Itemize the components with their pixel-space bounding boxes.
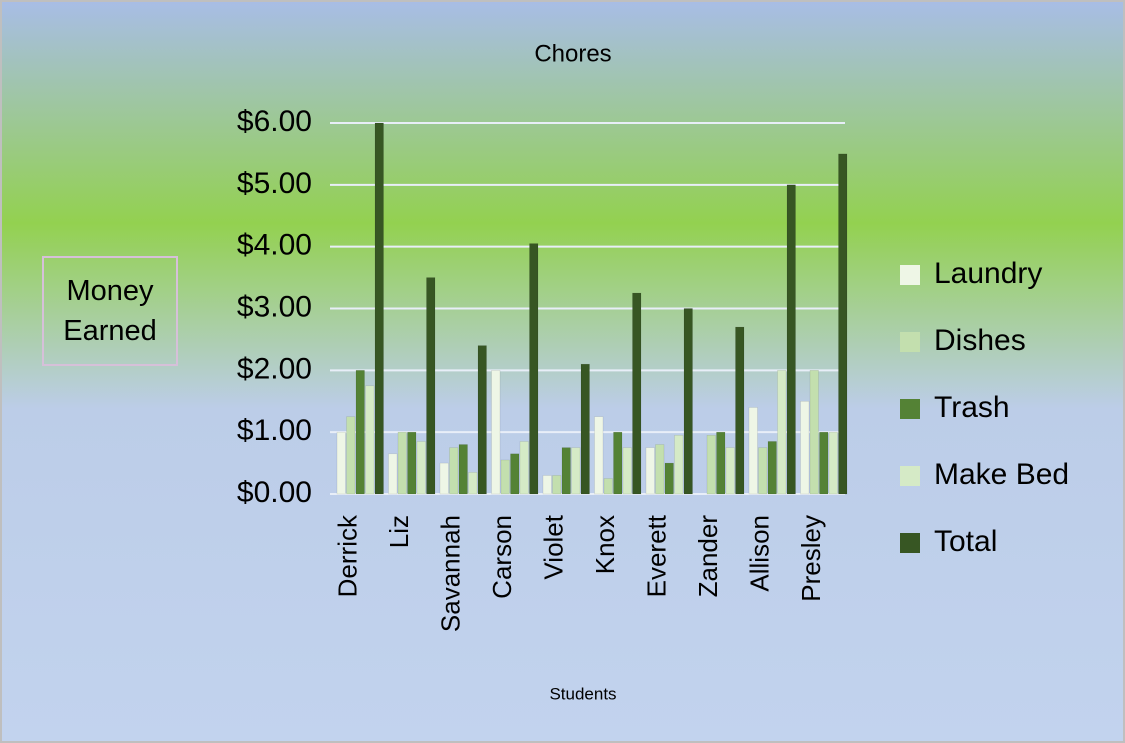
x-tick-label: Presley	[796, 515, 826, 602]
bar	[706, 435, 716, 495]
legend-swatch	[900, 533, 920, 553]
legend-swatch	[900, 265, 920, 285]
bar	[828, 431, 838, 495]
x-axis-title: Students	[549, 684, 616, 703]
x-tick-label: Knox	[590, 515, 620, 574]
bar	[374, 122, 384, 495]
bar	[594, 416, 604, 495]
x-tick-label: Everett	[642, 514, 672, 597]
bar	[426, 277, 436, 495]
bar	[664, 462, 674, 495]
legend-label: Dishes	[934, 324, 1026, 357]
bar	[632, 292, 642, 495]
legend-label: Total	[934, 525, 997, 558]
bar	[767, 441, 777, 495]
bar	[477, 345, 487, 495]
legend-swatch	[900, 466, 920, 486]
x-tick-label: Derrick	[333, 514, 363, 597]
bar	[800, 401, 810, 495]
legend-swatch	[900, 399, 920, 419]
bar	[500, 459, 510, 495]
bar	[561, 447, 571, 495]
y-tick-label: $3.00	[237, 290, 312, 323]
y-tick-label: $5.00	[237, 167, 312, 200]
bar	[580, 363, 590, 495]
bar	[645, 447, 655, 495]
bar	[468, 472, 478, 495]
bar	[336, 431, 346, 495]
legend-label: Laundry	[934, 257, 1042, 290]
bar	[529, 243, 539, 495]
bar	[809, 370, 819, 495]
x-tick-label: Savannah	[436, 515, 466, 632]
legend-label: Trash	[934, 391, 1010, 424]
bar	[510, 453, 520, 495]
y-axis-title: Money Earned	[42, 256, 178, 366]
y-tick-label: $4.00	[237, 229, 312, 262]
legend-label: Make Bed	[934, 458, 1069, 491]
bar	[777, 370, 787, 495]
bar	[519, 441, 529, 495]
bar	[716, 431, 726, 495]
bar	[838, 153, 848, 495]
bar	[735, 326, 745, 495]
bar	[388, 453, 398, 495]
bar	[571, 447, 581, 495]
chart-title: Chores	[534, 40, 611, 67]
bar	[449, 447, 459, 495]
bar	[655, 444, 665, 495]
x-tick-label: Allison	[745, 515, 775, 592]
bar	[758, 447, 768, 495]
bar	[786, 184, 796, 495]
bar	[725, 447, 735, 495]
bar	[683, 308, 693, 495]
bar	[542, 475, 552, 495]
bar	[603, 478, 613, 495]
bar	[407, 431, 417, 495]
bar	[748, 407, 758, 495]
bar	[491, 370, 501, 495]
bar	[819, 431, 829, 495]
bar	[674, 435, 684, 495]
bar	[365, 385, 375, 495]
bar	[346, 416, 356, 495]
bar	[355, 370, 365, 495]
x-tick-label: Liz	[384, 515, 414, 548]
x-tick-label: Zander	[693, 515, 723, 598]
bar	[552, 475, 562, 495]
y-tick-label: $1.00	[237, 414, 312, 447]
legend-swatch	[900, 332, 920, 352]
x-tick-label: Violet	[539, 514, 569, 579]
bar	[397, 431, 407, 495]
bar	[458, 444, 468, 495]
y-tick-label: $2.00	[237, 352, 312, 385]
x-tick-label: Carson	[487, 515, 517, 599]
y-tick-label: $6.00	[237, 105, 312, 138]
bar	[622, 447, 632, 495]
y-tick-label: $0.00	[237, 476, 312, 509]
bar	[613, 431, 623, 495]
bar	[439, 462, 449, 495]
bar	[416, 441, 426, 495]
